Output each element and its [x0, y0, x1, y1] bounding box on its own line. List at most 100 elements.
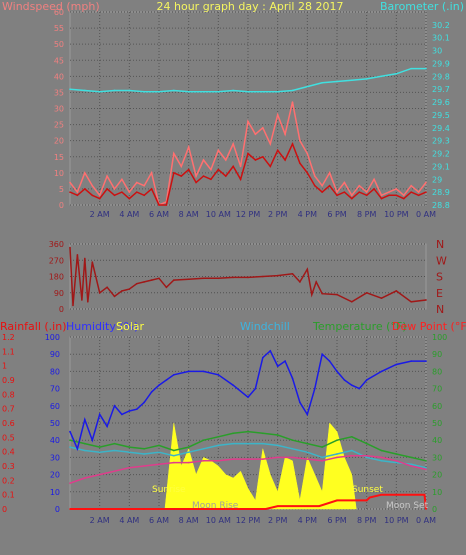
wind-gust-line-point	[203, 159, 205, 161]
wind-gust-line-point	[69, 182, 71, 184]
rainfall-tick-label: 0.8	[2, 390, 15, 399]
dewpoint-line-point	[203, 460, 205, 462]
temperature-line-point	[84, 443, 86, 445]
wind-gust-line-point	[173, 153, 175, 155]
wind-average-line-point	[425, 191, 427, 193]
barometer-line-point	[262, 91, 264, 93]
wind-gust-line-point	[210, 169, 212, 171]
wind-direction-line-point	[277, 275, 279, 277]
time-tick-label: 0 AM	[416, 210, 436, 219]
barometer-tick-label: 29.1	[432, 162, 450, 171]
time-tick-label: 10 PM	[384, 516, 409, 525]
time-tick-label: 6 PM	[327, 210, 346, 219]
barometer-line-point	[381, 76, 383, 78]
wind-direction-line-point	[307, 268, 309, 270]
time-tick-label: 10 AM	[206, 516, 231, 525]
compass-tick-label: W	[436, 254, 447, 267]
temperature-line-point	[188, 446, 190, 448]
time-tick-label: 2 AM	[90, 210, 110, 219]
wind-direction-line-point	[81, 299, 83, 301]
direction-tick-label: 180	[49, 273, 64, 282]
time-tick-label: 2 PM	[268, 210, 287, 219]
humidity-line-point	[203, 371, 205, 373]
dewpoint-line-point	[277, 457, 279, 459]
humidity-line-point	[366, 379, 368, 381]
wind-direction-line-point	[262, 276, 264, 278]
wind-gust-line-point	[188, 146, 190, 148]
humidity-line-point	[277, 365, 279, 367]
wind-gust-line-point	[84, 172, 86, 174]
rainfall-line-point	[424, 494, 426, 496]
dewpoint-line-point	[307, 458, 309, 460]
wind-direction-line-point	[129, 288, 131, 290]
sunrise-annotation: Sunrise	[152, 485, 186, 495]
wind-gust-line-point	[366, 191, 368, 193]
humidity-line-point	[344, 379, 346, 381]
wind-direction-line-point	[410, 301, 412, 303]
rainfall-line-point	[173, 508, 175, 510]
barometer-tick-label: 29.5	[432, 111, 450, 120]
wind-direction-line-point	[87, 301, 89, 303]
wind-gust-line-point	[418, 191, 420, 193]
wind-gust-line-point	[344, 182, 346, 184]
windchill-line-point	[99, 451, 101, 453]
humidity-line-point	[284, 360, 286, 362]
barometer-line-point	[203, 91, 205, 93]
windchill-line-point	[262, 443, 264, 445]
rainfall-line-point	[143, 508, 145, 510]
wind-gust-line-point	[396, 188, 398, 190]
wind-average-line-point	[269, 166, 271, 168]
wind-direction-line-point	[315, 281, 317, 283]
windspeed-tick-label: 20	[54, 137, 64, 146]
rainfall-tick-label: 0.4	[2, 448, 15, 457]
wind-gust-line-point	[91, 185, 93, 187]
dewpoint-line-point	[232, 458, 234, 460]
dewpoint-line-point	[381, 457, 383, 459]
temperature-tick-label: 60	[432, 402, 442, 411]
dewpoint-line-point	[396, 460, 398, 462]
temperature-tick-label: 70	[432, 385, 442, 394]
wind-direction-line-point	[351, 301, 353, 303]
wind-average-line-point	[284, 159, 286, 161]
rainfall-line-point	[396, 494, 398, 496]
wind-gust-line-point	[180, 166, 182, 168]
wind-direction-line-point	[321, 293, 323, 295]
wind-gust-line-point	[225, 159, 227, 161]
wind-average-line-point	[373, 188, 375, 190]
wind-average-line-point	[366, 195, 368, 197]
windspeed-tick-label: 45	[54, 56, 64, 65]
barometer-line-point	[173, 90, 175, 92]
barometer-line-point	[232, 90, 234, 92]
wind-average-line-point	[106, 188, 108, 190]
wind-average-line-point	[403, 198, 405, 200]
temperature-line-point	[321, 446, 323, 448]
rainfall-axis-label: Rainfall (.in)	[0, 320, 67, 333]
wind-direction-line-point	[136, 283, 138, 285]
wind-direction-line-point	[299, 281, 301, 283]
barometer-tick-label: 28.8	[432, 201, 450, 210]
wind-average-line-point	[314, 185, 316, 187]
solar-label: Solar	[116, 320, 145, 333]
wind-average-line-point	[173, 172, 175, 174]
wind-gust-line-point	[218, 150, 220, 152]
direction-tick-label: 0	[59, 305, 64, 314]
wind-direction-line-point	[396, 290, 398, 292]
humidity-line-point	[77, 448, 79, 450]
windspeed-tick-label: 35	[54, 88, 64, 97]
wind-gust-line-point	[195, 175, 197, 177]
humidity-line-point	[151, 391, 153, 393]
barometer-line-point	[307, 86, 309, 88]
rainfall-line-point	[366, 500, 368, 502]
wind-gust-line-point	[262, 127, 264, 129]
wind-average-line-point	[240, 178, 242, 180]
windchill-line-point	[203, 448, 205, 450]
temperature-line-point	[173, 450, 175, 452]
dewpoint-line-point	[292, 457, 294, 459]
rainfall-line-point	[292, 505, 294, 507]
humidity-line-point	[91, 439, 93, 441]
temperature-line-point	[218, 436, 220, 438]
dewpoint-line-point	[425, 469, 427, 471]
wind-average-line-point	[232, 166, 234, 168]
compass-tick-label: E	[436, 287, 443, 300]
